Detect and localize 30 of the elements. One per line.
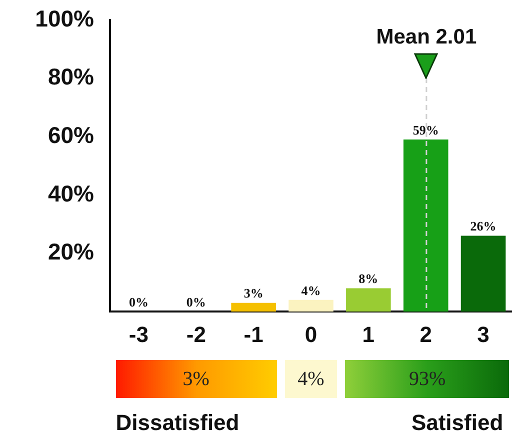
x-tick-label: 1 (362, 322, 375, 347)
data-label: 0% (186, 294, 206, 310)
bar (346, 288, 391, 312)
pale-box: 4% (285, 360, 337, 398)
data-label: 26% (470, 218, 496, 234)
x-tick-label: 2 (420, 322, 432, 347)
y-tick-label: 100% (35, 5, 94, 32)
bar (231, 302, 276, 312)
gradient-box: 3% (116, 360, 277, 398)
x-tick-label: -1 (244, 322, 264, 347)
y-tick-label: 60% (48, 122, 94, 148)
data-label: 3% (244, 286, 264, 301)
y-tick-label: 20% (48, 238, 94, 265)
data-label: 0% (128, 294, 148, 310)
x-tick-label: 0 (304, 322, 318, 347)
bar (460, 236, 506, 312)
x-tick-label: -3 (128, 322, 148, 347)
data-label: 4% (301, 282, 321, 298)
text: Satisfied (411, 410, 504, 436)
ref-line-label: Mean 2.01 (376, 25, 477, 48)
y-tick-label: 80% (48, 64, 94, 90)
data-label: 59% (412, 122, 439, 138)
text: Dissatisfied (116, 410, 240, 436)
bar (288, 300, 334, 312)
x-tick-label: 3 (477, 322, 490, 347)
data-label: 8% (358, 271, 378, 286)
y-tick-label: 40% (48, 180, 94, 206)
gradient-box: 93% (345, 360, 510, 398)
bar (403, 140, 448, 312)
x-tick-label: -2 (186, 322, 206, 347)
